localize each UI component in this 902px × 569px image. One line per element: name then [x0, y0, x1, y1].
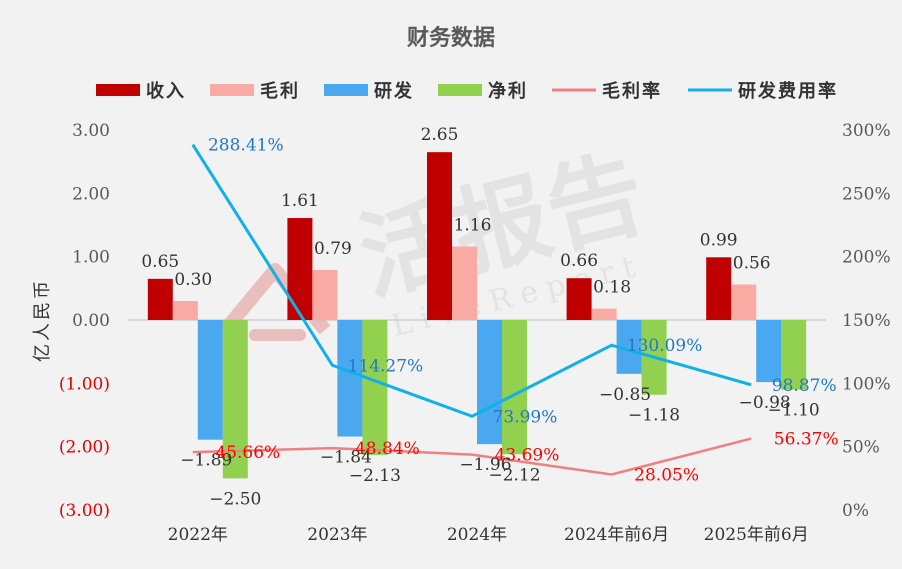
legend-item: 研发费用率	[688, 80, 838, 102]
bar-净利	[781, 320, 807, 390]
y2-tick-label: 100%	[842, 374, 891, 394]
line-value-label: 28.05%	[634, 465, 699, 485]
line-value-label: 45.66%	[215, 443, 280, 463]
legend-label: 研发	[374, 80, 414, 102]
y2-tick-label: 0%	[842, 501, 869, 521]
bar-value-label: −2.50	[209, 489, 261, 509]
bar-value-label: 1.16	[454, 216, 492, 236]
legend-swatch	[210, 84, 254, 96]
bar-收入	[706, 257, 732, 320]
bar-value-label: 0.79	[314, 239, 352, 259]
legend-item: 毛利率	[552, 80, 662, 102]
bar-收入	[427, 152, 452, 320]
line-value-label: 73.99%	[493, 407, 558, 427]
y2-tick-label: 300%	[842, 121, 891, 141]
bar-value-label: −1.89	[180, 451, 232, 471]
legend-label: 研发费用率	[738, 80, 838, 102]
y-tick-label: 1.00	[72, 248, 110, 268]
legend-swatch	[324, 84, 368, 96]
bar-收入	[147, 278, 173, 320]
legend-swatch	[438, 84, 482, 96]
line-value-label: 98.87%	[772, 376, 837, 396]
x-tick-label: 2024年	[447, 525, 507, 545]
axes: 3.00 2.00 1.00 0.00 (1.00) (2.00) (3.00) 300% 25…	[59, 121, 891, 545]
bar-研发	[337, 320, 363, 437]
y2-tick-label: 50%	[842, 438, 880, 458]
bar-value-label: 0.56	[733, 254, 771, 274]
bar-value-label: −1.18	[628, 406, 680, 426]
bar-value-label: 0.30	[174, 270, 212, 290]
legend-item: 净利	[438, 80, 528, 102]
bar-value-label: −1.10	[768, 401, 820, 421]
legend-label: 毛利	[260, 80, 300, 102]
bar-毛利	[172, 301, 198, 320]
line-value-label: 43.69%	[495, 446, 560, 466]
line-value-label: 56.37%	[774, 430, 839, 450]
y2-tick-label: 200%	[842, 248, 891, 268]
legend-item: 研发	[324, 80, 414, 102]
legend-label: 毛利率	[602, 80, 662, 102]
bar-研发	[477, 320, 502, 445]
x-tick-label: 2024年前6月	[564, 525, 669, 545]
bars	[147, 152, 807, 479]
bar-毛利	[591, 308, 617, 320]
bar-value-label: −1.84	[320, 448, 372, 468]
line-研发费用率	[191, 143, 752, 418]
x-tick-label: 2023年	[307, 525, 367, 545]
legend-label: 净利	[488, 80, 528, 102]
legend-label: 收入	[146, 80, 186, 102]
bar-毛利	[312, 269, 338, 320]
bar-收入	[566, 278, 592, 320]
bar-收入	[287, 218, 313, 320]
legend-item: 收入	[96, 80, 186, 102]
bar-净利	[362, 320, 388, 455]
bar-value-label: −0.98	[739, 393, 791, 413]
y-tick-label: 2.00	[72, 184, 110, 204]
y-tick-label: 0.00	[72, 311, 110, 331]
bar-value-label: 0.99	[700, 230, 738, 250]
legend-swatch	[96, 84, 140, 96]
y-tick-label: (1.00)	[59, 374, 110, 394]
x-tick-label: 2025年前6月	[704, 525, 809, 545]
y-tick-label: (2.00)	[59, 438, 110, 458]
bar-value-label: 0.65	[141, 252, 179, 272]
bar-净利	[502, 320, 527, 455]
line-毛利率	[192, 437, 752, 476]
bar-研发	[197, 320, 223, 440]
y-axis-label: 亿人民币	[32, 278, 53, 362]
line-value-label: 48.84%	[355, 439, 420, 459]
bar-研发	[756, 320, 782, 383]
x-tick-label: 2022年	[168, 525, 228, 545]
line-value-label: 288.41%	[208, 136, 284, 156]
y2-tick-label: 150%	[842, 311, 891, 331]
legend: 收入 毛利 研发 净利 毛利率 研发费用率	[96, 80, 838, 102]
y-tick-label: 3.00	[72, 121, 110, 141]
bar-毛利	[452, 246, 477, 320]
bar-value-label: −0.85	[599, 385, 651, 405]
bar-value-label: −2.12	[488, 465, 540, 485]
lines	[191, 143, 752, 476]
line-value-label: 114.27%	[348, 356, 424, 376]
chart-title: 财务数据	[407, 25, 495, 51]
line-value-label: 130.09%	[627, 336, 703, 356]
legend-item: 毛利	[210, 80, 300, 102]
y2-tick-label: 250%	[842, 184, 891, 204]
y-tick-label: (3.00)	[59, 501, 110, 521]
data-labels: 0.65 1.61 2.65 0.66 0.99 0.30 0.79 1.16 0.18 0.56…	[141, 125, 838, 509]
bar-value-label: 0.66	[560, 251, 598, 271]
bar-value-label: 0.18	[593, 278, 631, 298]
bar-毛利	[731, 284, 757, 320]
bar-value-label: 2.65	[421, 125, 459, 145]
bar-value-label: −2.13	[349, 466, 401, 486]
bar-value-label: −1.96	[459, 455, 511, 475]
bar-value-label: 1.61	[281, 191, 319, 211]
